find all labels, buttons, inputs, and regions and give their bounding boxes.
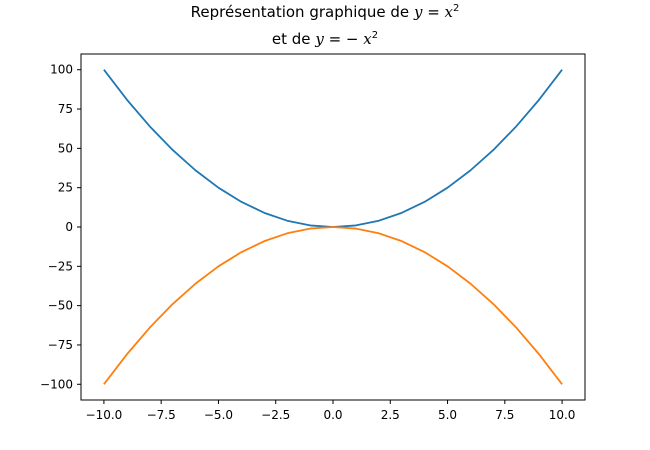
y-tick-label: −50	[48, 299, 73, 313]
x-tick-label: −5.0	[204, 408, 233, 422]
chart-title: Représentation graphique de y = x2 et de…	[191, 3, 460, 48]
y-tick-label: 25	[58, 181, 73, 195]
chart-title-line-1: Représentation graphique de y = x2	[191, 3, 460, 21]
y-tick-label: −100	[40, 377, 73, 391]
plot-area: −10.0 −7.5 −5.0 −2.5 0.0 2.5 5.0 7.5 10.0 100 75 50…	[40, 53, 586, 422]
y-tick-label: 100	[50, 63, 73, 77]
x-tick-label: −7.5	[147, 408, 176, 422]
x-tick-label: 0.0	[323, 408, 342, 422]
series-line-1	[103, 69, 563, 228]
y-tick-label: −75	[48, 338, 73, 352]
x-tick-label: −2.5	[261, 408, 290, 422]
x-tick-label: 2.5	[381, 408, 400, 422]
y-tick-label: 50	[58, 141, 73, 155]
y-tick-label: −25	[48, 259, 73, 273]
y-tick-label: 75	[58, 102, 73, 116]
y-tick-label: 0	[65, 220, 73, 234]
x-tick-label: 5.0	[438, 408, 457, 422]
chart-title-line-2: et de y = − x2	[272, 30, 378, 48]
x-tick-label: −10.0	[86, 408, 123, 422]
series-line-2	[103, 226, 563, 385]
x-tick-label: 7.5	[495, 408, 514, 422]
x-tick-label: 10.0	[549, 408, 576, 422]
